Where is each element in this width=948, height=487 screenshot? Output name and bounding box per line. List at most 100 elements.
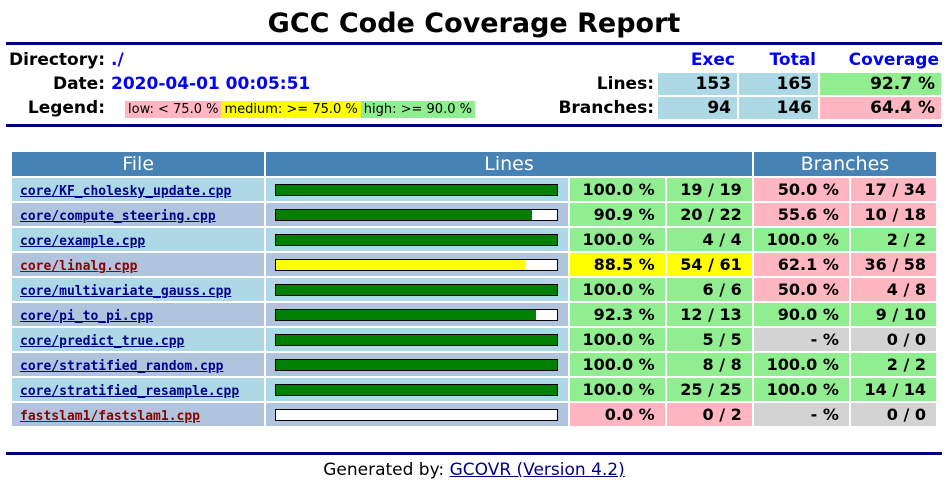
file-cell: core/KF_cholesky_update.cpp (12, 178, 265, 201)
directory-label: Directory: (9, 50, 105, 70)
coverage-bar-cell (266, 178, 568, 201)
lines-column-header: Lines (266, 152, 752, 176)
header-rule (6, 124, 942, 127)
coverage-bar (275, 258, 559, 271)
legend-low: low: < 75.0 % (125, 101, 222, 118)
file-cell: core/example.cpp (12, 228, 265, 251)
table-row: core/linalg.cpp 88.5 % 54 / 61 62.1 % 36 / 5… (12, 253, 936, 276)
lines-total: 165 (739, 73, 818, 95)
lines-count: 8 / 8 (666, 353, 752, 376)
lines-count: 5 / 5 (666, 328, 752, 351)
summary-table: Directory: ./ Exec Total Coverage Date: … (5, 47, 943, 121)
coverage-bar-cell (266, 228, 568, 251)
gcovr-link[interactable]: GCOVR (Version 4.2) (449, 460, 625, 480)
coverage-bar-fill (276, 309, 536, 320)
branches-count: 14 / 14 (850, 378, 936, 401)
file-link[interactable]: core/predict_true.cpp (20, 334, 185, 349)
coverage-bar-fill (276, 284, 558, 295)
branches-count: 0 / 0 (850, 328, 936, 351)
coverage-bar-fill (276, 184, 558, 195)
coverage-bar (275, 183, 559, 196)
coverage-bar (275, 383, 559, 396)
file-cell: core/compute_steering.cpp (12, 203, 265, 226)
coverage-bar-cell (266, 278, 568, 301)
branches-percent: 100.0 % (753, 378, 849, 401)
file-link[interactable]: core/multivariate_gauss.cpp (20, 284, 232, 299)
file-link[interactable]: core/stratified_random.cpp (20, 359, 224, 374)
coverage-bar-cell (266, 303, 568, 326)
branches-count: 0 / 0 (850, 403, 936, 426)
lines-percent: 100.0 % (569, 178, 665, 201)
directory-value: ./ (111, 50, 124, 70)
lines-percent: 0.0 % (569, 403, 665, 426)
branches-count: 36 / 58 (850, 253, 936, 276)
branches-percent: 62.1 % (753, 253, 849, 276)
lines-percent: 88.5 % (569, 253, 665, 276)
file-cell: core/linalg.cpp (12, 253, 265, 276)
table-row: core/KF_cholesky_update.cpp 100.0 % 19 / 1… (12, 178, 936, 201)
coverage-bar (275, 208, 559, 221)
legend-medium: medium: >= 75.0 % (221, 101, 361, 118)
table-row: fastslam1/fastslam1.cpp 0.0 % 0 / 2- % 0 / … (12, 403, 936, 426)
file-link[interactable]: core/linalg.cpp (20, 259, 138, 274)
coverage-table: File Lines Branches core/KF_cholesky_upd… (10, 150, 938, 428)
lines-label: Lines: (596, 74, 654, 94)
branches-label: Branches: (558, 98, 654, 118)
total-column-header: Total (769, 50, 816, 70)
footer-rule (6, 452, 942, 455)
branches-percent: - % (753, 403, 849, 426)
coverage-bar-cell (266, 378, 568, 401)
branches-column-header: Branches (753, 152, 936, 176)
branches-percent: 50.0 % (753, 278, 849, 301)
file-link[interactable]: fastslam1/fastslam1.cpp (20, 409, 201, 424)
file-cell: core/stratified_random.cpp (12, 353, 265, 376)
coverage-bar (275, 233, 559, 246)
footer-prefix: Generated by: (323, 460, 450, 480)
lines-count: 12 / 13 (666, 303, 752, 326)
branches-count: 2 / 2 (850, 353, 936, 376)
coverage-column-header: Coverage (848, 50, 939, 70)
branches-percent: 90.0 % (753, 303, 849, 326)
lines-count: 20 / 22 (666, 203, 752, 226)
coverage-bar (275, 408, 559, 421)
table-row: core/compute_steering.cpp 90.9 % 20 / 22 55… (12, 203, 936, 226)
file-link[interactable]: core/KF_cholesky_update.cpp (20, 184, 232, 199)
legend: low: < 75.0 % medium: >= 75.0 % high: >= 9… (109, 97, 517, 119)
file-cell: core/stratified_resample.cpp (12, 378, 265, 401)
branches-count: 2 / 2 (850, 228, 936, 251)
branches-count: 17 / 34 (850, 178, 936, 201)
lines-count: 19 / 19 (666, 178, 752, 201)
lines-percent: 100.0 % (569, 328, 665, 351)
file-link[interactable]: core/compute_steering.cpp (20, 209, 216, 224)
branches-percent: - % (753, 328, 849, 351)
lines-percent: 100.0 % (569, 278, 665, 301)
lines-count: 6 / 6 (666, 278, 752, 301)
lines-count: 4 / 4 (666, 228, 752, 251)
file-cell: fastslam1/fastslam1.cpp (12, 403, 265, 426)
branches-count: 9 / 10 (850, 303, 936, 326)
table-row: core/stratified_resample.cpp 100.0 % 25 / … (12, 378, 936, 401)
file-link[interactable]: core/stratified_resample.cpp (20, 384, 240, 399)
top-rule (6, 42, 942, 45)
file-cell: core/multivariate_gauss.cpp (12, 278, 265, 301)
file-cell: core/predict_true.cpp (12, 328, 265, 351)
branches-count: 10 / 18 (850, 203, 936, 226)
file-link[interactable]: core/pi_to_pi.cpp (20, 309, 154, 324)
branches-percent: 55.6 % (753, 203, 849, 226)
coverage-bar-cell (266, 403, 568, 426)
branches-percent: 100.0 % (753, 228, 849, 251)
coverage-bar-cell (266, 353, 568, 376)
branches-coverage: 64.4 % (820, 97, 941, 119)
page-title: GCC Code Coverage Report (267, 8, 681, 39)
table-row: core/stratified_random.cpp 100.0 % 8 / 8 10… (12, 353, 936, 376)
coverage-bar (275, 283, 559, 296)
date-label: Date: (52, 74, 105, 94)
branches-percent: 50.0 % (753, 178, 849, 201)
legend-label: Legend: (27, 98, 105, 118)
coverage-bar-fill (276, 209, 532, 220)
exec-column-header: Exec (690, 50, 735, 70)
file-link[interactable]: core/example.cpp (20, 234, 146, 249)
coverage-bar (275, 333, 559, 346)
coverage-bar-fill (276, 234, 558, 245)
table-row: core/example.cpp 100.0 % 4 / 4 100.0 % 2 / 2 (12, 228, 936, 251)
